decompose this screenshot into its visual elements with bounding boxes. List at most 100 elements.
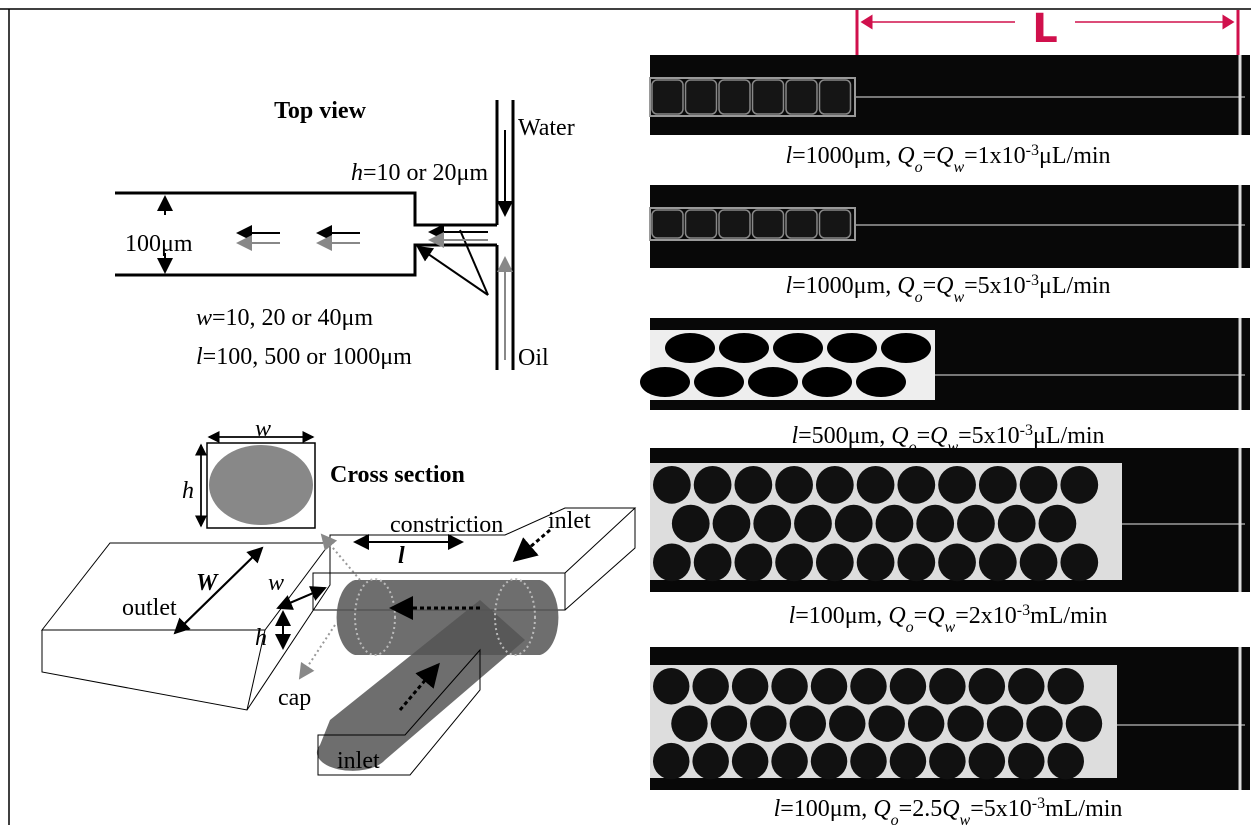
- droplet: [653, 543, 691, 581]
- droplet: [1020, 543, 1058, 581]
- cross-section-title: Cross section: [330, 462, 465, 488]
- caption-part: =: [923, 273, 937, 299]
- droplet: [1066, 705, 1102, 741]
- var: h: [351, 160, 363, 186]
- droplet: [640, 367, 690, 397]
- caption-part: -3: [1026, 142, 1039, 159]
- w-label: w=10, 20 or 40μm: [196, 305, 373, 331]
- droplet: [652, 210, 683, 238]
- micrograph: [640, 318, 1250, 410]
- droplet: [1039, 505, 1077, 543]
- droplet: [802, 367, 852, 397]
- caption-part: =: [914, 603, 928, 629]
- caption-part: mL/min: [1045, 796, 1122, 822]
- caption-part: =5x10: [958, 423, 1020, 449]
- text: =10, 20 or 40μm: [212, 305, 373, 331]
- caption-part: =: [917, 423, 931, 449]
- droplet: [1008, 668, 1044, 704]
- outlet-label: outlet: [122, 595, 177, 621]
- droplet: [753, 80, 784, 114]
- droplet: [929, 743, 965, 779]
- droplet: [771, 668, 807, 704]
- micrograph: [650, 185, 1250, 268]
- droplet: [969, 668, 1005, 704]
- droplet: [827, 333, 877, 363]
- droplet: [775, 466, 813, 504]
- droplet: [916, 505, 954, 543]
- droplet: [694, 367, 744, 397]
- caption-part: =2x10: [955, 603, 1017, 629]
- droplet: [929, 668, 965, 704]
- droplet: [1026, 705, 1062, 741]
- droplet: [1008, 743, 1044, 779]
- perspective: [42, 508, 635, 775]
- caption-part: Q: [897, 273, 914, 299]
- l-label: l=100, 500 or 1000μm: [196, 344, 412, 370]
- caption-part: =5x10: [970, 796, 1032, 822]
- caption-part: =100μm,: [795, 603, 888, 629]
- caption-part: -3: [1017, 602, 1030, 619]
- caption-part: Q: [942, 796, 959, 822]
- droplet: [868, 705, 904, 741]
- caption-part: =1x10: [964, 143, 1026, 169]
- caption-part: Q: [873, 796, 890, 822]
- caption-part: μL/min: [1039, 273, 1111, 299]
- droplet: [876, 505, 914, 543]
- caption-part: -3: [1032, 795, 1045, 812]
- caption: l=100μm, Qo=2.5Qw=5x10-3mL/min: [774, 795, 1123, 825]
- droplet: [938, 466, 976, 504]
- caption-part: =100μm,: [780, 796, 873, 822]
- droplet: [694, 466, 732, 504]
- droplet: [692, 743, 728, 779]
- oil-label: Oil: [518, 345, 549, 371]
- caption-part: o: [891, 812, 899, 825]
- caption-part: w: [953, 159, 964, 176]
- droplet: [820, 210, 851, 238]
- droplet: [811, 668, 847, 704]
- micrograph: [650, 647, 1250, 790]
- cap-label: cap: [278, 685, 311, 711]
- droplet: [816, 466, 854, 504]
- droplet: [753, 505, 791, 543]
- droplet: [857, 543, 895, 581]
- droplet: [719, 80, 750, 114]
- micrograph: [650, 55, 1250, 135]
- droplet: [750, 705, 786, 741]
- caption-part: w: [953, 289, 964, 306]
- droplet: [897, 466, 935, 504]
- caption-part: Q: [930, 423, 947, 449]
- droplet: [969, 743, 1005, 779]
- caption-part: Q: [936, 143, 953, 169]
- droplet: [734, 543, 772, 581]
- top-view-title: Top view: [274, 98, 366, 124]
- droplet: [692, 668, 728, 704]
- droplet: [938, 543, 976, 581]
- droplet: [672, 505, 710, 543]
- droplet: [732, 743, 768, 779]
- caption-part: =500μm,: [798, 423, 891, 449]
- droplet: [850, 668, 886, 704]
- caption-part: =5x10: [964, 273, 1026, 299]
- cross-section: [201, 437, 315, 528]
- water-label: Water: [518, 115, 575, 141]
- droplet: [773, 333, 823, 363]
- droplet: [979, 543, 1017, 581]
- caption-part: -3: [1020, 422, 1033, 439]
- droplet: [881, 333, 931, 363]
- droplet: [998, 505, 1036, 543]
- droplet: [856, 367, 906, 397]
- text: =10 or 20μm: [363, 160, 488, 186]
- droplet: [811, 743, 847, 779]
- cs-h: h: [182, 478, 194, 504]
- droplet: [890, 668, 926, 704]
- caption-part: =1000μm,: [792, 273, 897, 299]
- h-label: h: [255, 625, 267, 651]
- h-label: h=10 or 20μm: [351, 160, 488, 186]
- droplet: [794, 505, 832, 543]
- droplet: [897, 543, 935, 581]
- caption-part: o: [915, 159, 923, 176]
- droplet: [653, 466, 691, 504]
- caption-part: μL/min: [1033, 423, 1105, 449]
- droplet: [671, 705, 707, 741]
